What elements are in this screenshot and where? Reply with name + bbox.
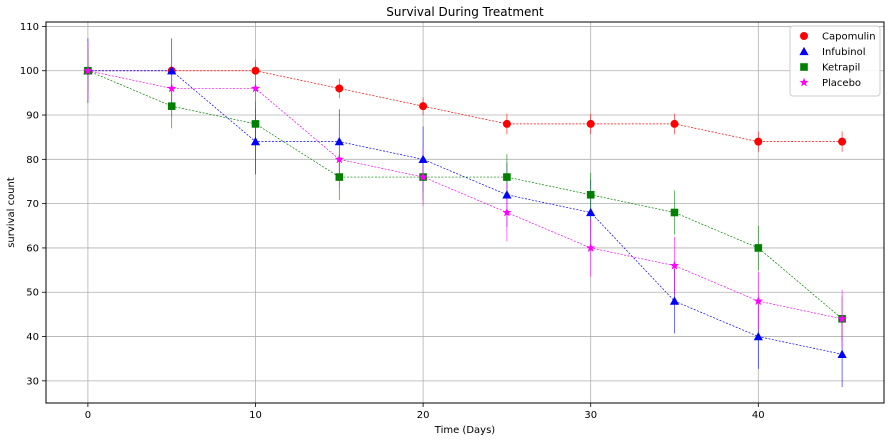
legend-box xyxy=(789,25,881,97)
axis-ticks: 0 10 20 30 40 30 40 50 60 70 80 90 100 110 xyxy=(20,22,765,421)
capomulin-series-line xyxy=(87,70,843,142)
ketrapil-data-point xyxy=(754,244,763,252)
x-tick-label: 40 xyxy=(752,410,765,421)
infubinol-data-point xyxy=(334,137,344,146)
placebo-data-point xyxy=(586,243,596,252)
infubinol-data-point xyxy=(753,331,763,341)
infubinol-data-point xyxy=(586,207,596,217)
x-tick-label: 20 xyxy=(417,410,430,421)
capomulin-data-point xyxy=(754,137,763,146)
legend: Capomulin Infubinol Ketrapil Placebo xyxy=(789,25,881,97)
capomulin-data-point xyxy=(838,137,847,146)
placebo-data-point xyxy=(753,296,763,305)
y-tick-label: 90 xyxy=(26,111,39,122)
x-tick-label: 30 xyxy=(584,410,597,421)
grid xyxy=(46,22,884,403)
ketrapil-data-point xyxy=(167,102,176,110)
placebo-data-point xyxy=(502,207,512,217)
capomulin-data-point xyxy=(335,84,344,93)
plot-frame xyxy=(45,21,885,404)
placebo-data-point xyxy=(418,172,428,181)
ketrapil-data-point xyxy=(586,190,595,199)
placebo-series-line xyxy=(87,70,843,320)
y-tick-label: 30 xyxy=(26,376,39,387)
legend-label-ketrapil: Ketrapil xyxy=(822,63,860,74)
y-tick-label: 100 xyxy=(20,66,39,77)
x-tick-label: 0 xyxy=(85,410,91,421)
capomulin-data-point xyxy=(251,66,260,75)
x-axis-label: Time (Days) xyxy=(434,425,496,436)
legend-label-capomulin: Capomulin xyxy=(822,32,876,43)
y-tick-label: 110 xyxy=(20,22,39,33)
legend-marker-capomulin xyxy=(800,32,808,40)
legend-marker-infubinol xyxy=(799,46,809,56)
legend-label-placebo: Placebo xyxy=(822,78,861,89)
series-markers xyxy=(83,65,847,358)
capomulin-data-point xyxy=(419,102,428,111)
capomulin-data-point xyxy=(502,119,511,128)
y-tick-label: 60 xyxy=(26,243,39,254)
infubinol-data-point xyxy=(250,137,261,146)
y-tick-label: 70 xyxy=(26,199,39,210)
placebo-data-point xyxy=(669,260,680,270)
infubinol-data-point xyxy=(418,154,428,164)
placebo-data-point xyxy=(83,65,93,75)
ketrapil-data-point xyxy=(335,173,344,181)
capomulin-data-point xyxy=(586,119,595,128)
infubinol-data-point xyxy=(837,349,847,358)
y-tick-label: 80 xyxy=(26,155,39,166)
ketrapil-series-line xyxy=(87,70,843,320)
placebo-data-point xyxy=(167,83,177,93)
y-axis-label: survival count xyxy=(6,177,17,248)
infubinol-data-point xyxy=(167,66,177,75)
capomulin-data-point xyxy=(670,119,679,128)
legend-marker-placebo xyxy=(799,77,809,87)
ketrapil-data-point xyxy=(251,120,260,128)
ketrapil-data-point xyxy=(670,208,679,217)
chart-title: Survival During Treatment xyxy=(386,5,544,19)
y-tick-label: 50 xyxy=(26,288,39,299)
series-lines xyxy=(87,70,843,355)
error-bars xyxy=(87,38,843,388)
infubinol-data-point xyxy=(502,190,512,199)
legend-marker-ketrapil xyxy=(800,63,808,71)
placebo-data-point xyxy=(334,154,344,164)
legend-label-infubinol: Infubinol xyxy=(822,47,866,58)
infubinol-data-point xyxy=(669,296,680,305)
y-tick-label: 40 xyxy=(26,332,39,343)
placebo-data-point xyxy=(250,83,261,93)
ketrapil-data-point xyxy=(503,173,511,181)
placebo-data-point xyxy=(837,314,847,323)
x-tick-label: 10 xyxy=(249,410,262,421)
infubinol-series-line xyxy=(87,70,843,355)
